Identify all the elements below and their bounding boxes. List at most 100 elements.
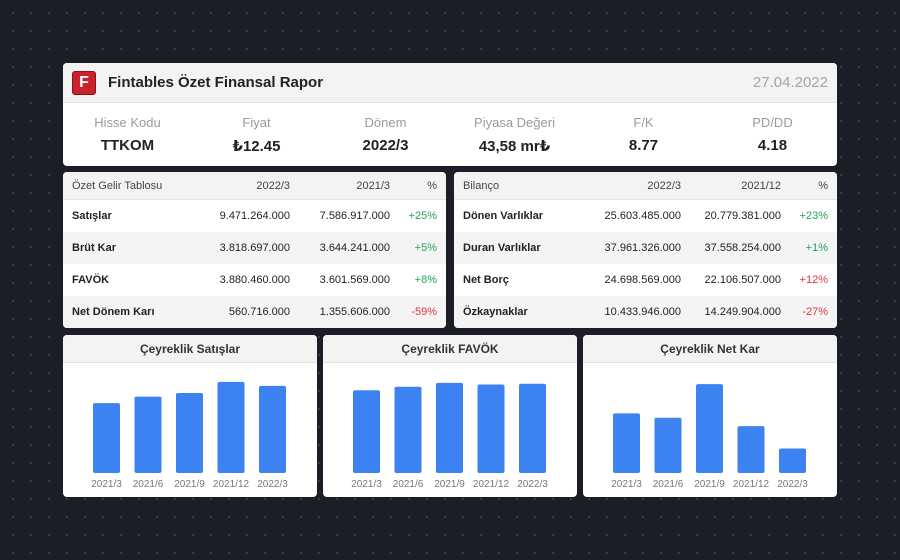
cell-change: -27% (802, 306, 828, 318)
x-tick-label: 2021/9 (174, 479, 205, 490)
row-label: Dönen Varlıklar (463, 210, 544, 222)
bar-2021-12 (477, 384, 505, 473)
bar-2021-6 (134, 396, 162, 473)
cell-current: 25.603.485.000 (604, 210, 681, 222)
table-row: FAVÖK 3.880.460.000 3.601.569.000 +8% (63, 264, 446, 296)
row-label: Net Dönem Karı (72, 306, 155, 318)
stat-value: 2022/3 (362, 137, 409, 154)
bar-2021-3 (613, 413, 640, 473)
stat-period: Dönem 2022/3 (321, 115, 450, 154)
stat-value: 8.77 (628, 137, 659, 154)
stat-label: Hisse Kodu (94, 115, 161, 130)
bar-2021-12 (217, 381, 245, 473)
x-tick-label: 2021/3 (611, 479, 642, 490)
stat-value: ₺12.45 (232, 137, 281, 155)
column-header: % (427, 179, 437, 192)
stat-value: TTKOM (100, 137, 155, 154)
bar-2021-9 (176, 392, 203, 473)
cell-previous: 1.355.606.000 (319, 306, 390, 318)
bar-chart: 2021/3 2021/6 2021/9 2021/12 2022/3 (351, 382, 548, 490)
bar-2021-3 (93, 403, 120, 473)
bar-2021-9 (436, 382, 463, 473)
chart-quarterly-sales: Çeyreklik Satışlar 2021/3 2021/6 2021/9 202… (63, 335, 317, 497)
chart-quarterly-ebitda: Çeyreklik FAVÖK 2021/3 2021/6 2021/9 2021/1… (323, 335, 577, 497)
report-title: Fintables Özet Finansal Rapor (108, 74, 324, 91)
x-tick-label: 2021/12 (213, 479, 250, 490)
bar-2021-6 (394, 386, 422, 473)
cell-previous: 7.586.917.000 (319, 210, 390, 222)
row-label: Brüt Kar (72, 242, 117, 254)
cell-change: +23% (799, 210, 828, 222)
x-tick-label: 2021/6 (393, 479, 424, 490)
stat-label: F/K (633, 115, 654, 130)
column-header: % (818, 179, 828, 192)
bar-2021-9 (696, 384, 723, 473)
table-row: Özkaynaklar 10.433.946.000 14.249.904.00… (454, 296, 837, 328)
cell-change: +12% (799, 274, 828, 286)
stat-value: 4.18 (757, 137, 788, 154)
column-header: Özet Gelir Tablosu (72, 179, 163, 192)
column-header: 2022/3 (256, 179, 290, 192)
stat-label: Dönem (364, 115, 407, 130)
chart-title: Çeyreklik FAVÖK (323, 335, 577, 363)
cell-previous: 3.601.569.000 (319, 274, 390, 286)
chart-title: Çeyreklik Satışlar (63, 335, 317, 363)
x-tick-label: 2021/9 (434, 479, 465, 490)
stat-pb-ratio: PD/DD 4.18 (708, 115, 837, 154)
x-tick-label: 2022/3 (257, 479, 288, 490)
bar-2022-3 (259, 385, 286, 473)
cell-change: +1% (805, 242, 828, 254)
cell-current: 3.818.697.000 (219, 242, 290, 254)
report-header-card: F Fintables Özet Finansal Rapor 27.04.20… (63, 63, 837, 166)
column-header: 2022/3 (647, 179, 681, 192)
stat-label: PD/DD (752, 115, 793, 130)
stat-pe-ratio: F/K 8.77 (579, 115, 708, 154)
row-label: Net Borç (463, 274, 509, 286)
x-tick-label: 2021/6 (133, 479, 164, 490)
row-label: Satışlar (72, 210, 112, 222)
income-statement-table: Özet Gelir Tablosu 2022/3 2021/3 % Satış… (63, 172, 446, 328)
table-row: Net Dönem Karı 560.716.000 1.355.606.000… (63, 296, 446, 328)
cell-change: +5% (414, 242, 437, 254)
cell-previous: 14.249.904.000 (704, 306, 781, 318)
cell-current: 560.716.000 (228, 306, 290, 318)
x-tick-label: 2021/6 (653, 479, 684, 490)
x-tick-label: 2021/9 (694, 479, 725, 490)
table-row: Satışlar 9.471.264.000 7.586.917.000 +25… (63, 200, 446, 232)
table-row: Brüt Kar 3.818.697.000 3.644.241.000 +5% (63, 232, 446, 264)
stat-value: 43,58 mr₺ (478, 137, 551, 155)
row-label: Özkaynaklar (463, 306, 528, 318)
bar-2022-3 (779, 448, 806, 473)
balance-sheet-table: Bilanço 2022/3 2021/12 % Dönen Varlıklar… (454, 172, 837, 328)
x-tick-label: 2022/3 (517, 479, 548, 490)
cell-current: 9.471.264.000 (219, 210, 290, 222)
stock-summary: Hisse Kodu TTKOM Fiyat ₺12.45 Dönem 2022… (63, 103, 837, 166)
stat-market-cap: Piyasa Değeri 43,58 mr₺ (450, 115, 579, 155)
column-header: 2021/12 (741, 179, 781, 192)
table-header: Bilanço 2022/3 2021/12 % (454, 172, 837, 200)
x-tick-label: 2021/3 (91, 479, 122, 490)
bar-2021-6 (654, 417, 682, 473)
report-header-bar: F Fintables Özet Finansal Rapor 27.04.20… (63, 63, 837, 103)
stat-stock-code: Hisse Kodu TTKOM (63, 115, 192, 154)
bar-2022-3 (519, 383, 546, 473)
chart-title: Çeyreklik Net Kar (583, 335, 837, 363)
stat-price: Fiyat ₺12.45 (192, 115, 321, 155)
table-row: Net Borç 24.698.569.000 22.106.507.000 +… (454, 264, 837, 296)
cell-change: +25% (408, 210, 437, 222)
x-tick-label: 2022/3 (777, 479, 808, 490)
row-label: FAVÖK (72, 274, 110, 286)
table-header: Özet Gelir Tablosu 2022/3 2021/3 % (63, 172, 446, 200)
cell-current: 24.698.569.000 (604, 274, 681, 286)
cell-previous: 3.644.241.000 (319, 242, 390, 254)
x-tick-label: 2021/12 (473, 479, 510, 490)
row-label: Duran Varlıklar (463, 242, 541, 254)
cell-current: 37.961.326.000 (604, 242, 681, 254)
cell-current: 3.880.460.000 (219, 274, 290, 286)
column-header: 2021/3 (356, 179, 390, 192)
bar-chart: 2021/3 2021/6 2021/9 2021/12 2022/3 (611, 384, 808, 490)
report-date: 27.04.2022 (752, 74, 828, 91)
column-header: Bilanço (463, 179, 500, 192)
cell-previous: 37.558.254.000 (704, 242, 781, 254)
bar-2021-3 (353, 390, 380, 473)
